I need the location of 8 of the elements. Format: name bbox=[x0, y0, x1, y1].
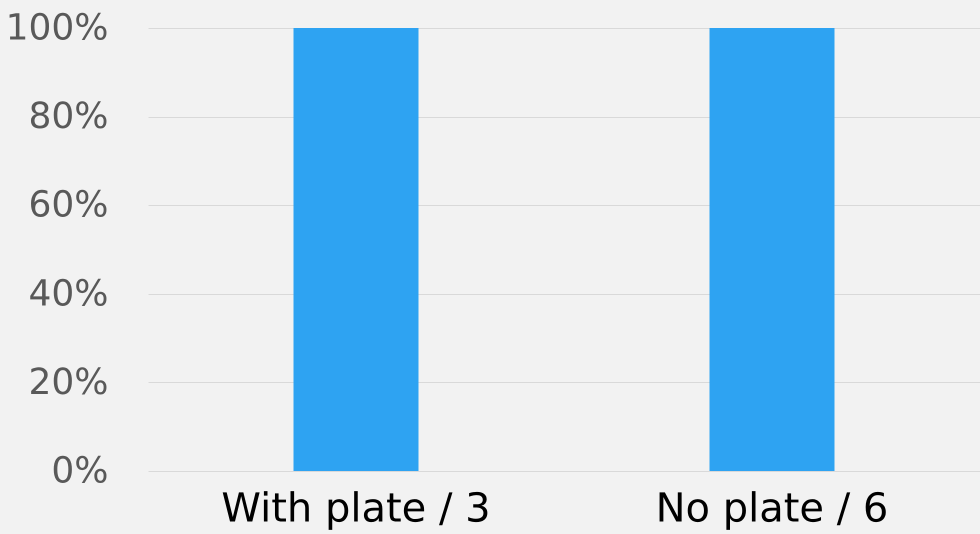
y-tick-label: 20% bbox=[28, 362, 108, 403]
x-tick-label: No plate / 6 bbox=[656, 486, 888, 532]
y-tick-label: 40% bbox=[28, 273, 108, 314]
x-tick-label: With plate / 3 bbox=[221, 486, 491, 532]
y-tick-label: 0% bbox=[51, 450, 108, 492]
y-tick-label: 100% bbox=[6, 8, 108, 48]
y-tick-label: 60% bbox=[28, 184, 108, 226]
y-tick-label: 80% bbox=[28, 96, 108, 138]
